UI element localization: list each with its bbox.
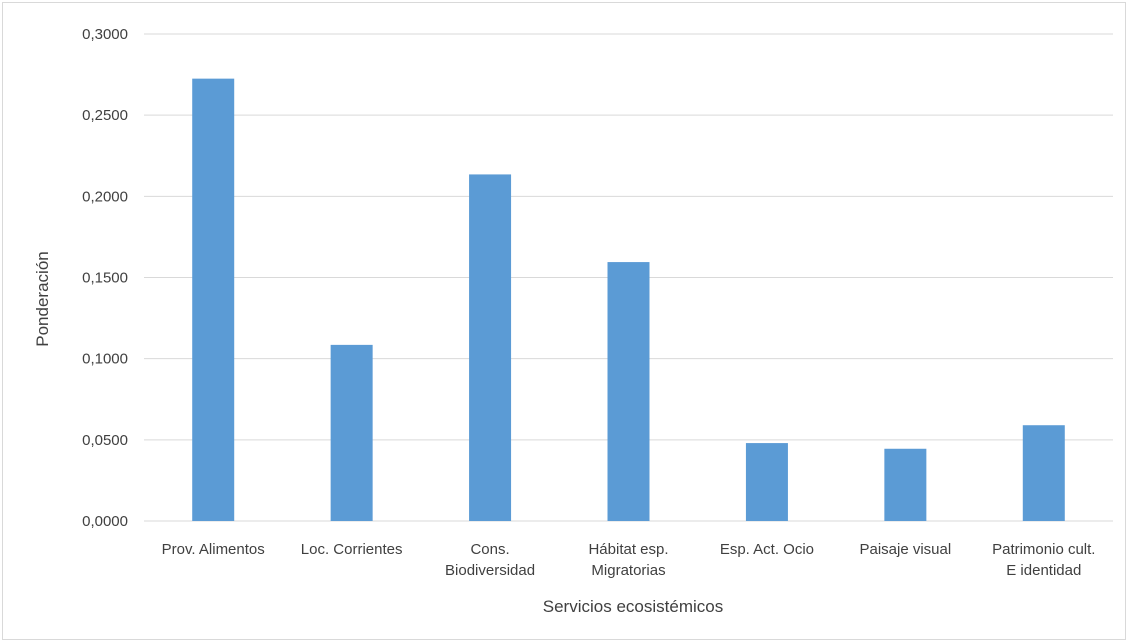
x-tick-label: Prov. Alimentos [162, 541, 265, 558]
gridlines [144, 33, 1113, 522]
bar [192, 78, 235, 522]
bar [884, 448, 927, 521]
y-tick-label: 0,0000 [82, 513, 128, 530]
y-tick-label: 0,2000 [82, 188, 128, 205]
x-tick-label: Cons. Biodiversidad [445, 541, 535, 579]
y-tick-label: 0,1000 [82, 351, 128, 368]
x-tick-label: Patrimonio cult. E identidad [992, 541, 1095, 579]
bar [607, 262, 650, 521]
x-tick-label: Esp. Act. Ocio [720, 541, 814, 558]
x-axis-title: Servicios ecosistémicos [543, 597, 723, 616]
y-tick-label: 0,2500 [82, 107, 128, 124]
bars [192, 78, 1065, 522]
y-axis-title: Ponderación [33, 251, 52, 346]
bar [330, 344, 373, 521]
x-tick-label: Loc. Corrientes [301, 541, 403, 558]
bar [469, 174, 512, 521]
y-tick-label: 0,3000 [82, 26, 128, 43]
x-tick-label: Paisaje visual [859, 541, 951, 558]
y-tick-label: 0,1500 [82, 270, 128, 287]
y-axis-ticks: 0,0000 0,0500 0,1000 0,1500 0,2000 0,2500 0,30… [82, 26, 128, 530]
bar [745, 443, 788, 521]
x-axis-ticks: Prov. Alimentos Loc. Corrientes Cons. Biodi… [162, 541, 1096, 579]
y-tick-label: 0,0500 [82, 432, 128, 449]
x-tick-label: Hábitat esp. Migratorias [588, 541, 668, 579]
bar [1022, 425, 1065, 521]
